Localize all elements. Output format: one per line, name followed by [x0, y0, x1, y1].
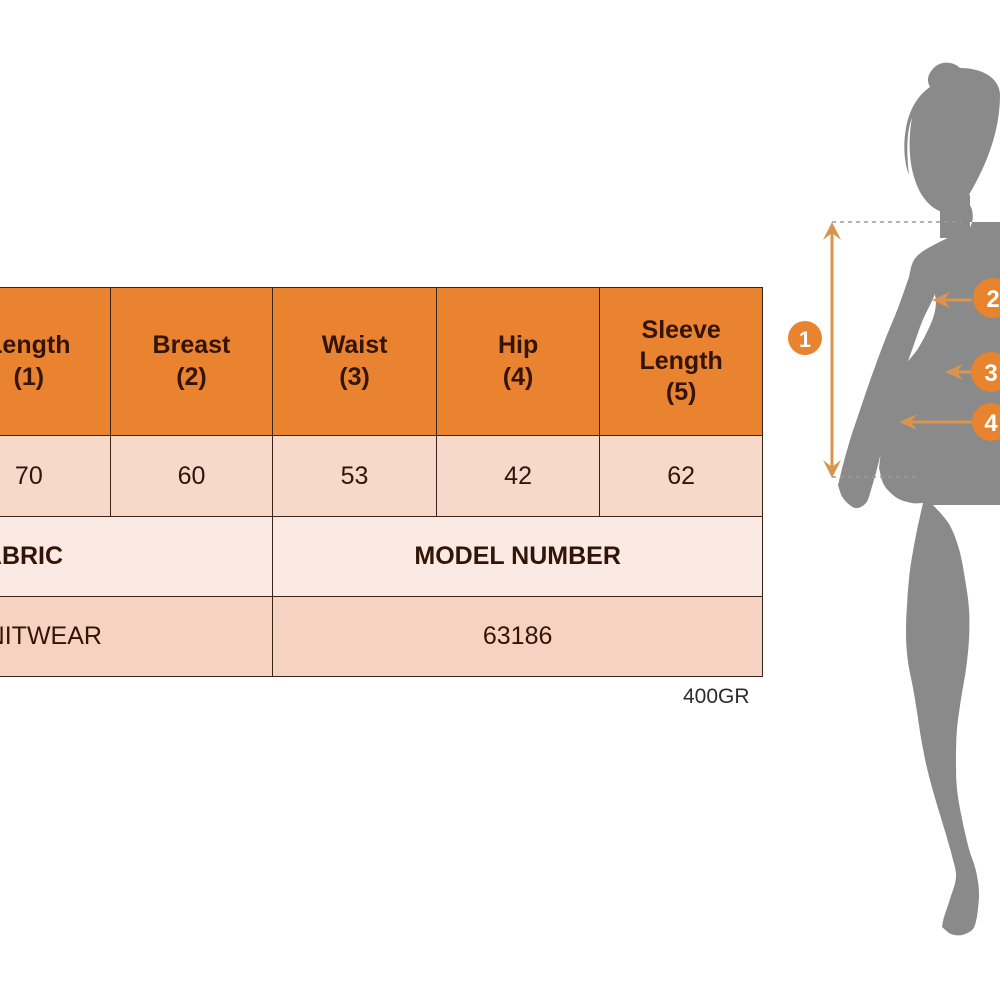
svg-text:1: 1	[799, 327, 811, 352]
svg-text:4: 4	[984, 410, 998, 437]
svg-text:2: 2	[986, 286, 999, 313]
svg-text:3: 3	[984, 360, 997, 387]
